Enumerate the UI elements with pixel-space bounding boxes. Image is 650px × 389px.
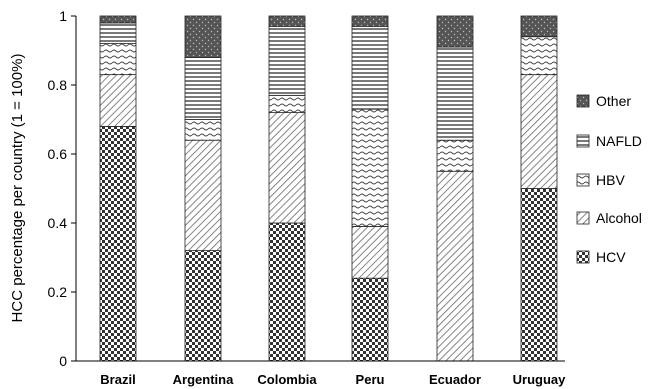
- y-tick-label: 0.6: [48, 146, 68, 162]
- bar-segment-other-argentina: [184, 15, 222, 58]
- bar-segment-hcv-colombia: [268, 222, 306, 362]
- legend-label-alcohol: Alcohol: [596, 210, 642, 226]
- legend: Other NAFLD HBV Alcohol HCV: [576, 93, 642, 265]
- bar-segment-alcohol-uruguay: [520, 74, 558, 189]
- x-axis-labels: Brazil Argentina Colombia Peru Ecuador Urugua…: [100, 372, 566, 387]
- bar-segment-hbv-colombia: [268, 94, 306, 113]
- bar-segment-other-colombia: [268, 15, 306, 27]
- bar-segment-nafld-argentina: [184, 57, 222, 120]
- bar-segment-hcv-argentina: [184, 250, 222, 362]
- bar-segment-hbv-brazil: [99, 43, 137, 76]
- x-category-label: Uruguay: [513, 372, 567, 387]
- x-category-label: Colombia: [257, 372, 317, 387]
- bar-segment-hbv-argentina: [184, 119, 222, 141]
- bar-segment-other-uruguay: [520, 15, 558, 38]
- y-tick-label: 0.4: [48, 215, 68, 231]
- bar-segment-hcv-brazil: [99, 126, 137, 362]
- legend-swatch-hbv: [576, 173, 590, 187]
- x-category-label: Peru: [356, 372, 385, 387]
- x-category-label: Brazil: [100, 372, 135, 387]
- legend-swatch-hcv: [576, 250, 590, 264]
- bar-segment-nafld-brazil: [99, 22, 137, 45]
- bar-segment-hcv-uruguay: [520, 188, 558, 362]
- y-axis-label: HCC percentage per country (1 = 100%): [9, 54, 26, 323]
- bar-segment-hbv-ecuador: [436, 139, 474, 172]
- bar-segment-hcv-peru: [351, 277, 389, 362]
- x-category-label: Argentina: [173, 372, 234, 387]
- bar-segment-alcohol-colombia: [268, 112, 306, 224]
- y-tick-label: 0.8: [48, 77, 68, 93]
- legend-label-other: Other: [596, 93, 631, 109]
- legend-swatch-other: [576, 94, 590, 108]
- bar-segment-other-ecuador: [436, 15, 474, 48]
- bar-segment-nafld-ecuador: [436, 46, 474, 141]
- bar-segment-other-peru: [351, 15, 389, 27]
- y-tick-label: 0: [59, 353, 67, 369]
- legend-label-hbv: HBV: [596, 172, 625, 188]
- bar-segment-alcohol-argentina: [184, 139, 222, 251]
- bar-segment-alcohol-ecuador: [436, 170, 474, 362]
- bar-segment-hbv-peru: [351, 108, 389, 227]
- bar-segment-nafld-peru: [351, 25, 389, 110]
- legend-swatch-nafld: [576, 134, 590, 148]
- legend-label-hcv: HCV: [596, 249, 626, 265]
- legend-swatch-alcohol: [576, 211, 590, 225]
- bar-segment-hbv-uruguay: [520, 36, 558, 76]
- bar-segment-other-brazil: [99, 15, 137, 24]
- y-tick-label: 0.2: [48, 284, 68, 300]
- legend-label-nafld: NAFLD: [596, 133, 642, 149]
- bar-segment-alcohol-brazil: [99, 74, 137, 127]
- x-category-label: Ecuador: [429, 372, 481, 387]
- bars-layer: [99, 15, 558, 362]
- y-axis-ticks: 0 0.2 0.4 0.6 0.8 1: [48, 8, 76, 369]
- y-tick-label: 1: [59, 8, 67, 24]
- bar-segment-nafld-colombia: [268, 25, 306, 96]
- bar-segment-alcohol-peru: [351, 226, 389, 279]
